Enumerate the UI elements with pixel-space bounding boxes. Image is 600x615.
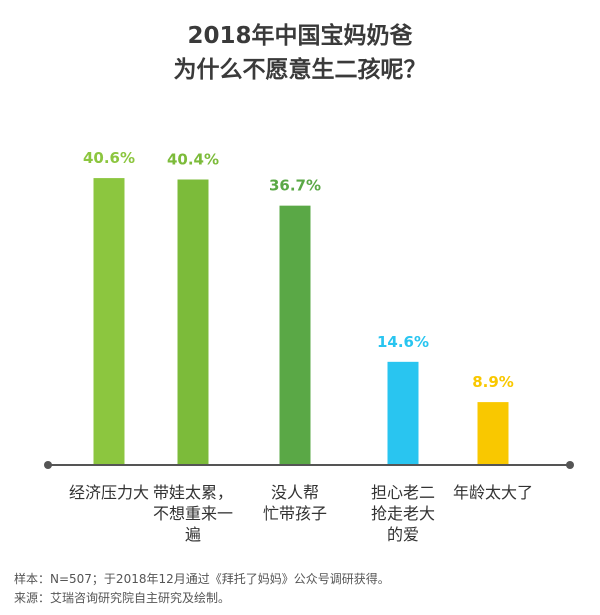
chart-title-line-2: 为什么不愿意生二孩呢？: [173, 57, 427, 83]
bar-5: [477, 402, 509, 465]
category-label-1-line-1: 经济压力大: [69, 483, 149, 502]
category-label-4-line-2: 抢走老大: [371, 504, 435, 523]
source-note: 来源：艾瑞咨询研究院自主研究及绘制。: [14, 591, 231, 605]
value-label-1: 40.6%: [83, 149, 135, 167]
bar-1: [93, 178, 125, 466]
chart-title-line-1: 2018年中国宝妈奶爸: [187, 23, 413, 49]
bar-4: [387, 361, 419, 465]
x-axis-end-dot: [566, 461, 574, 469]
sample-note: 样本：N=507；于2018年12月通过《拜托了妈妈》公众号调研获得。: [14, 572, 390, 586]
category-label-2-line-3: 遍: [185, 525, 201, 544]
x-axis-start-dot: [44, 461, 52, 469]
value-label-2: 40.4%: [167, 151, 219, 169]
category-label-5-line-1: 年龄太大了: [453, 483, 533, 502]
category-label-4-line-1: 担心老二: [371, 483, 435, 502]
category-label-2-line-2: 不想重来一: [153, 504, 233, 523]
bar-3: [279, 205, 311, 466]
category-label-3-line-2: 忙带孩子: [263, 504, 327, 523]
category-label-3-line-1: 没人帮: [271, 483, 319, 502]
value-label-5: 8.9%: [472, 373, 514, 391]
bar-2: [177, 179, 209, 466]
value-label-3: 36.7%: [269, 177, 321, 195]
category-label-2-line-1: 带娃太累，: [153, 483, 233, 502]
value-label-4: 14.6%: [377, 333, 429, 351]
category-label-4-line-3: 的爱: [387, 525, 419, 544]
